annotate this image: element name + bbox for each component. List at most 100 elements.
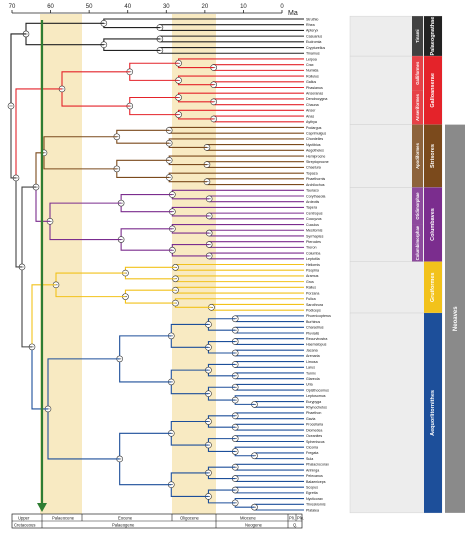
tree-branch [170, 484, 209, 497]
tree-branch [234, 349, 304, 353]
taxon-label: Uria [306, 383, 313, 387]
taxon-label: Chauna [306, 103, 319, 107]
taxon-label: Gallus [306, 80, 316, 84]
tree-branch [103, 44, 160, 51]
taxon-label: Jacana [306, 348, 318, 352]
tree-branch [234, 490, 304, 494]
taxon-label: Aythya [306, 120, 317, 124]
taxon-label: Nycticorax [306, 497, 323, 501]
taxon-label: Rhynochetos [306, 406, 327, 410]
axis-tick-label: 30 [163, 4, 170, 10]
taxon-label: Aegotheles [306, 149, 324, 153]
taxon-label: Haematopus [306, 343, 327, 347]
tree-branch [208, 215, 304, 220]
axis-tick-label: 40 [124, 4, 131, 10]
tree-branch [49, 221, 122, 241]
tree-branch [234, 352, 304, 357]
taxon-label: Phaethornis [306, 177, 325, 181]
tree-branch [170, 433, 209, 446]
tree-branch [103, 38, 160, 45]
taxon-label: Eurypyga [306, 400, 321, 404]
tree-branch [170, 381, 209, 395]
taxon-label: Grus [306, 280, 314, 284]
tree-branch [208, 198, 304, 203]
taxon-label: Porzana [306, 291, 319, 295]
tree-branch [61, 88, 130, 107]
tree-branch [119, 432, 172, 459]
panel-strisores-label: Strisores [430, 144, 436, 168]
taxon-label: Scopus [306, 485, 318, 489]
taxon-label: Centropus [306, 211, 323, 215]
tree-branch [120, 239, 173, 251]
tree-branch [119, 358, 172, 383]
tree-branch [119, 458, 172, 486]
tree-branch [206, 164, 304, 168]
panel-galloanserae-sub-bar [412, 56, 423, 91]
taxon-label: Tinamus [306, 52, 320, 56]
panel-galloanserae-sub-label-2: Anseriformes [415, 93, 420, 121]
tree-branch [206, 178, 304, 182]
taxon-label: Ciconia [306, 445, 318, 449]
panel-columbaves-label: Columbaves [430, 208, 436, 241]
panel-palaeognathae-sub-bar [412, 16, 423, 57]
tree-branch [35, 187, 50, 222]
taxon-label: Anas [306, 114, 314, 118]
period-quaternary: Q. [293, 523, 297, 528]
taxon-label: Egretta [306, 491, 318, 495]
tree-branch [129, 71, 179, 81]
taxon-label: Opisthocomus [306, 388, 329, 392]
period-cretaceous: Cretaceous [14, 523, 35, 528]
panel-galloanserae-sub-label: Galliformes [415, 61, 420, 85]
axis-tick-label: 10 [240, 4, 247, 10]
taxon-label: Crypturellus [306, 46, 325, 50]
taxon-label: Fulica [306, 297, 316, 301]
epoch-pleistocene: Ple. [297, 516, 304, 521]
tree-branch [129, 62, 179, 72]
taxon-label: Chaetura [306, 166, 321, 170]
tree-branch [213, 67, 304, 71]
tree-branch [234, 315, 304, 319]
tree-branch [234, 435, 304, 439]
taxon-label: Casuarius [306, 34, 322, 38]
taxon-label: Spheniscus [306, 440, 325, 444]
taxon-label: Sarothrura [306, 303, 323, 307]
panel-palaeognathae-color-bar [424, 16, 442, 57]
tree-branch [234, 438, 304, 443]
time-axis: Ma [12, 10, 298, 17]
palaeocene-band [40, 14, 82, 514]
tree-branch [234, 446, 304, 452]
taxon-label: Phoenicopterus [306, 314, 331, 318]
tree-branch [170, 323, 209, 336]
tree-branch [234, 415, 304, 420]
panel-galloanserae-color-bar [424, 56, 442, 125]
tree-branch [208, 212, 304, 216]
tree-branch [213, 81, 304, 85]
panel-columbaves-sub-bar [412, 187, 423, 225]
panel-palaeognathae-sub-label: Tinami [415, 29, 420, 42]
taxon-label: Tapera [306, 206, 317, 210]
axis-tick-label: 50 [86, 4, 93, 10]
taxon-label: Arenaria [306, 354, 320, 358]
taxon-label: Rallus [306, 286, 316, 290]
tree-branch [213, 101, 304, 106]
panel-strisores-color-bar [424, 124, 442, 188]
taxon-label: Leptosomus [306, 394, 326, 398]
tree-branch [170, 335, 209, 348]
taxon-label: Topaza [306, 171, 318, 175]
taxon-label: Charadrius [306, 326, 324, 330]
taxon-label: Streptoprocne [306, 160, 329, 164]
taxon-label: Caprimulgus [306, 131, 326, 135]
tree-branch [234, 486, 304, 491]
tree-branch [124, 266, 176, 274]
tree-branch [25, 22, 104, 34]
tree-branch [213, 98, 304, 102]
geologic-timescale: Upper Palaeocene Eocene Oligocene Miocen… [11, 513, 304, 529]
tree-branch [170, 420, 209, 434]
tree-branch [234, 330, 304, 334]
taxon-label: Psophia [306, 269, 319, 273]
taxon-label: Platalea [306, 508, 319, 512]
panel-columbaves-color-bar [424, 187, 442, 262]
panel-gruiformes-color-bar [424, 261, 442, 314]
taxon-label: Struthio [306, 17, 318, 21]
taxon-label: Diomedea [306, 428, 322, 432]
